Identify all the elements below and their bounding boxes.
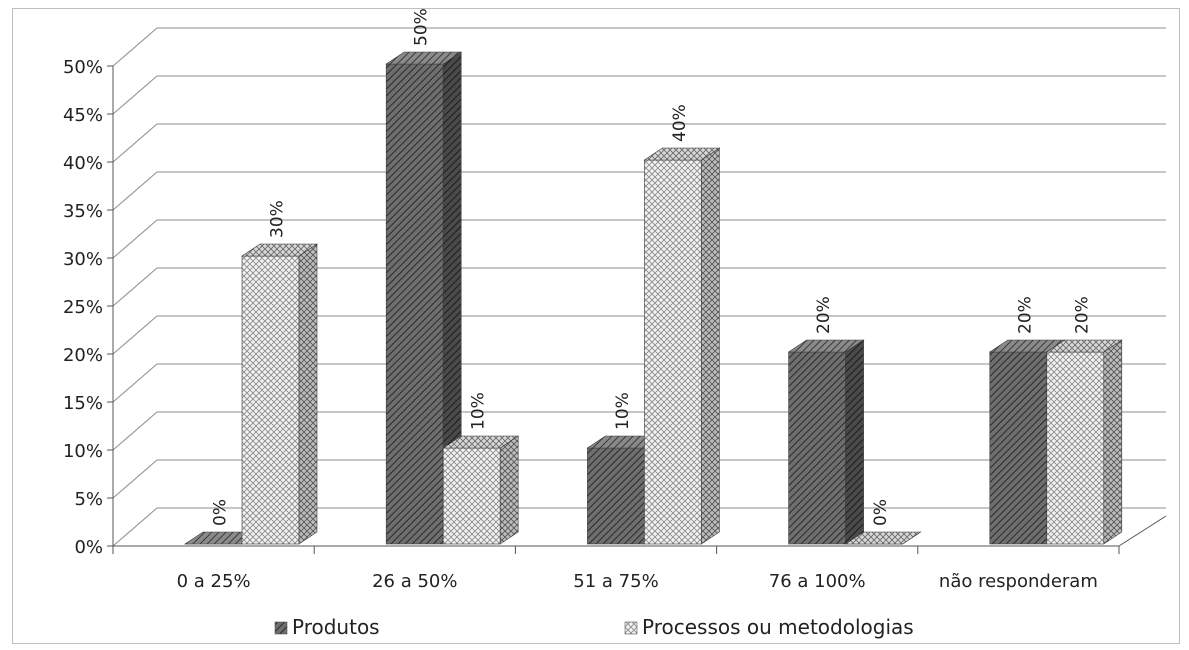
bar-side [1103,339,1123,545]
bar-top [1045,339,1123,353]
data-label: 30% [268,200,288,238]
floor-edge [1118,515,1167,547]
bar-processos-front [442,447,501,545]
bar-produtos-front [989,351,1048,545]
x-category-label: 51 a 75% [573,571,658,592]
legend-swatch [274,621,288,635]
x-category-label: 0 a 25% [177,571,251,592]
axes: 0% 5% 10% 15% 20% 25% 30% 35% 40% 45% 50% 0 a 25% 26… [63,57,1167,592]
bar-produtos-front [788,351,846,545]
chart-frame: 0% 5% 10% 15% 20% 25% 30% 35% 40% 45% 50% 0 a 25% 26… [12,8,1180,644]
y-tick-label: 15% [63,393,103,414]
data-label: 20% [1015,296,1035,334]
chart-svg: 0% 5% 10% 15% 20% 25% 30% 35% 40% 45% 50% 0 a 25% 26… [63,9,1167,639]
bar-produtos-front [587,447,645,545]
bar-processos-front [241,255,300,545]
y-tick-label: 10% [63,441,103,462]
x-category-label: não responderam [939,571,1098,592]
wall-diagonal [112,411,158,451]
legend: Produtos Processos ou metodologias [274,615,914,639]
wall-diagonal [112,363,158,403]
data-label: 40% [670,104,690,142]
y-tick-label: 50% [63,57,103,78]
x-category-label: 76 a 100% [769,571,866,592]
y-tick-label: 30% [63,249,103,270]
y-tick-label: 35% [63,201,103,222]
y-tick-label: 0% [74,537,103,558]
x-category-label: 26 a 50% [372,571,457,592]
bar-side [845,339,864,545]
wall-diagonal [112,315,158,355]
data-label: 20% [814,296,834,334]
bar-top [787,339,865,353]
y-tick-label: 40% [63,153,103,174]
wall-diagonal [112,219,158,259]
y-tick-label: 5% [74,489,103,510]
y-tick-label: 20% [63,345,103,366]
wall-diagonal [112,459,158,499]
legend-swatch [624,621,638,635]
data-labels: 0% 30% 50% 10% 10% 40% 20% 0% 20% 20% [211,9,1093,526]
bar-produtos-front [385,63,444,545]
data-label: 0% [211,499,231,526]
data-label: 10% [469,392,489,430]
bar-processos-front [1046,351,1105,545]
wall-diagonal [112,75,158,115]
bar-side [298,243,318,545]
wall-diagonal [112,171,158,211]
bars [184,51,1123,545]
legend-label: Processos ou metodologias [642,615,914,639]
bar-top [844,531,922,545]
wall-diagonal [112,267,158,307]
bar-side [701,147,720,545]
wall-diagonal [112,123,158,163]
bar-top [643,147,721,161]
data-label: 50% [412,9,432,46]
bar-side [499,435,519,545]
legend-label: Produtos [292,615,380,639]
y-tick-label: 25% [63,297,103,318]
data-label: 10% [613,392,633,430]
bar-top [241,243,318,257]
bar-top [385,51,463,65]
data-label: 0% [871,499,891,526]
bar-processos-front [644,159,702,545]
y-tick-label: 45% [63,105,103,126]
wall-diagonal [112,507,158,547]
wall-diagonal [112,27,158,67]
bar-top [442,435,520,449]
data-label: 20% [1072,296,1092,334]
